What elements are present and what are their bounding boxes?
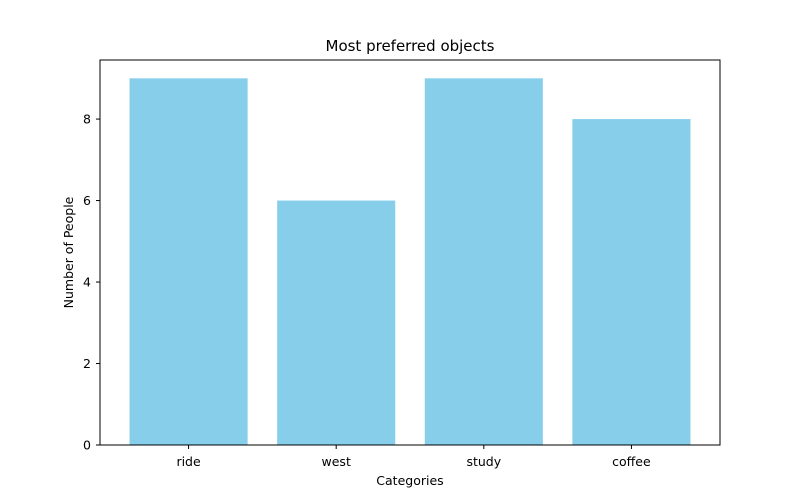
plot-frame — [99, 59, 721, 446]
y-axis-label: Number of People — [61, 196, 76, 308]
y-tick-label-8: 8 — [83, 112, 91, 127]
y-tick-label-4: 4 — [83, 275, 91, 290]
bar-coffee — [572, 119, 691, 446]
bar-ride — [129, 78, 248, 445]
x-tick-label-study: study — [466, 454, 501, 469]
y-tick-label-2: 2 — [83, 356, 91, 371]
y-tick-label-6: 6 — [83, 193, 91, 208]
x-tick-label-ride: ride — [176, 454, 201, 469]
y-axis-ticks: 0 2 4 6 8 — [83, 112, 100, 453]
bar-west — [277, 200, 396, 445]
x-axis-ticks: ride west study coffee — [176, 445, 651, 469]
x-axis-label: Categories — [376, 473, 443, 488]
bars-group — [129, 78, 691, 446]
chart-title: Most preferred objects — [326, 37, 495, 55]
y-tick-label-0: 0 — [83, 438, 91, 453]
x-tick-label-coffee: coffee — [612, 454, 651, 469]
x-tick-label-west: west — [322, 454, 351, 469]
bar-study — [424, 78, 543, 445]
